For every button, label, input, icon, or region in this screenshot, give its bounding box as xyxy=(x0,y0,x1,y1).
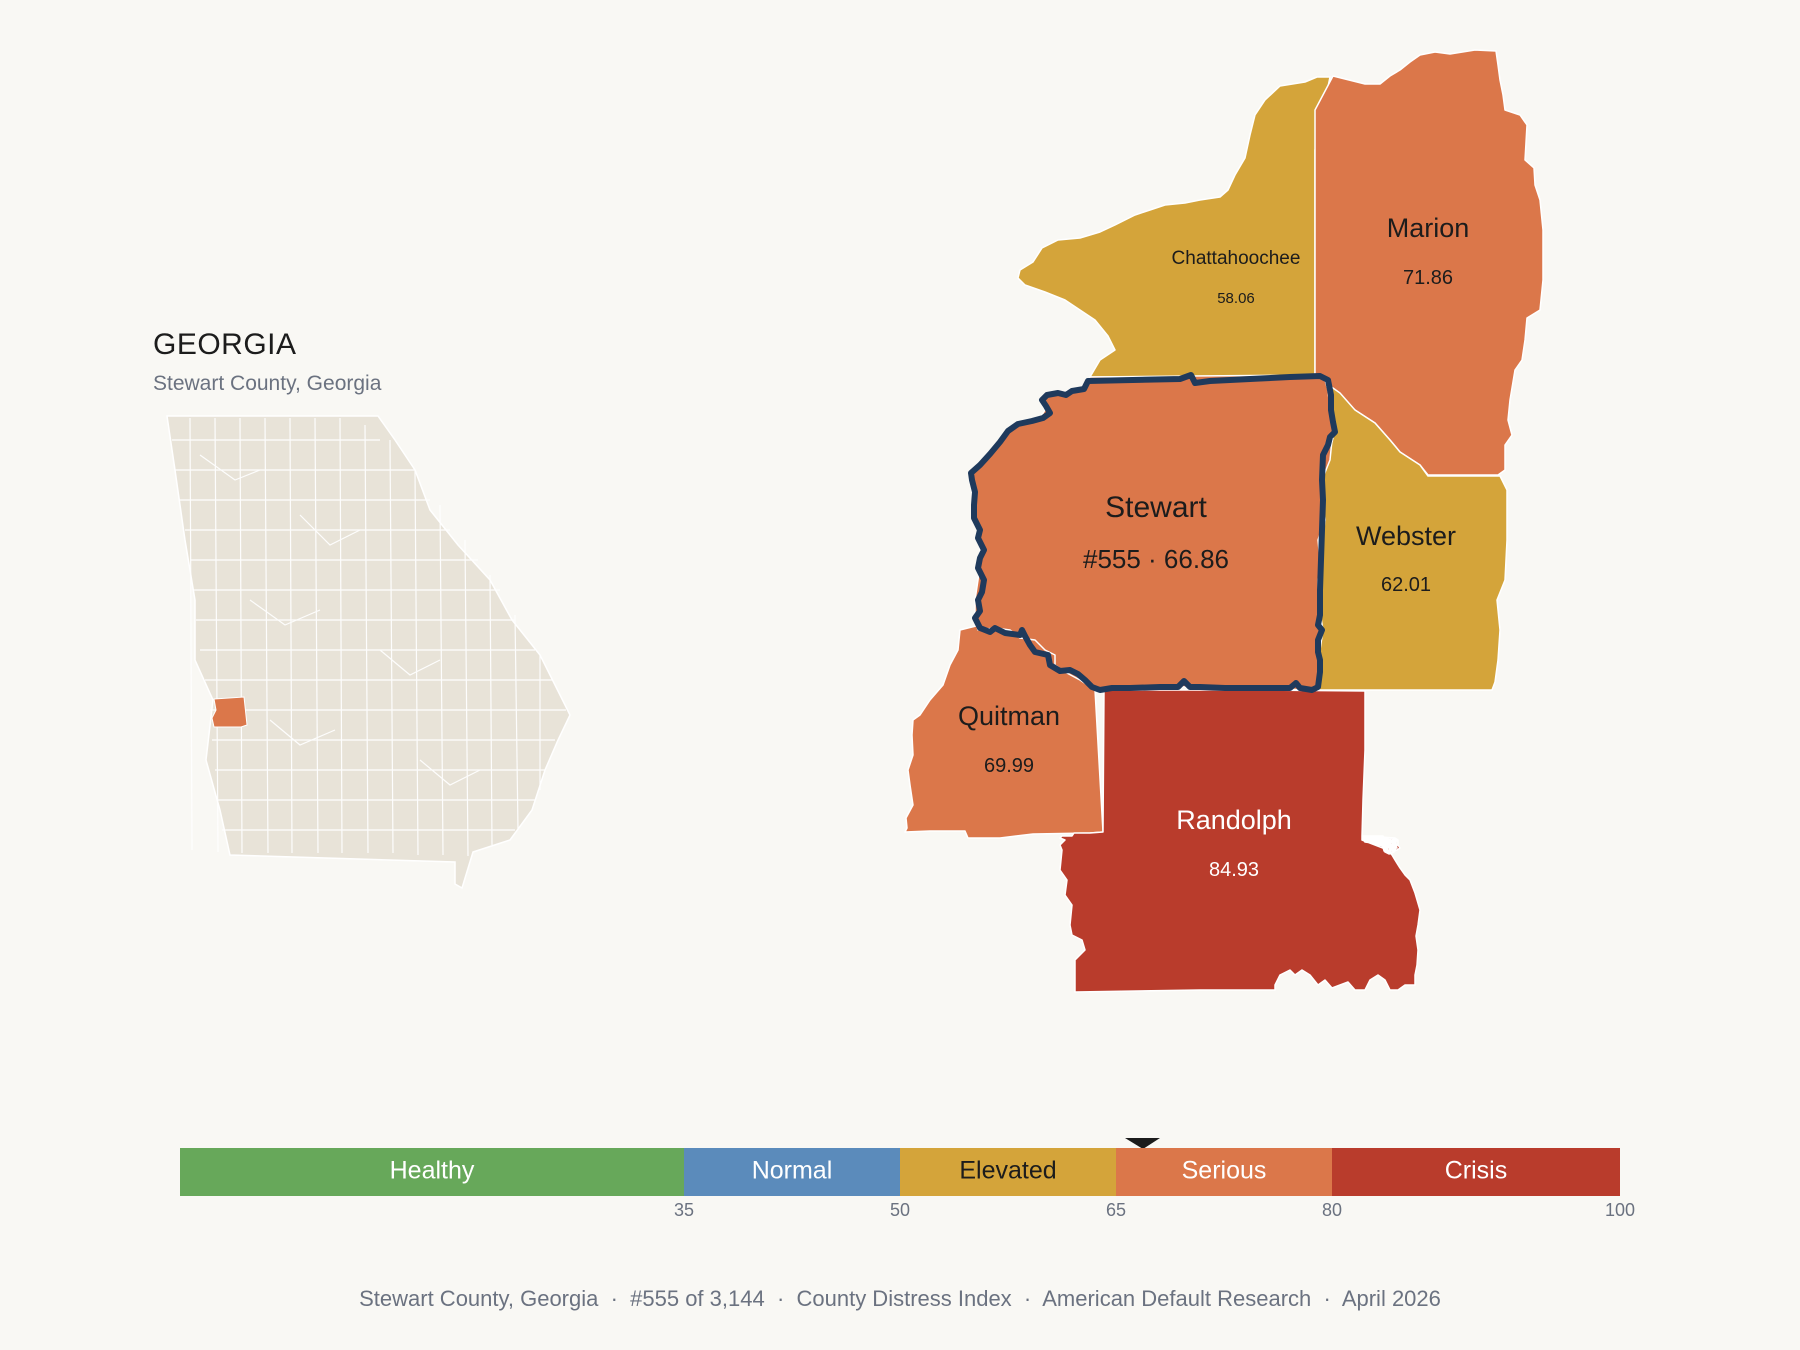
label-stewart-name: Stewart xyxy=(1105,491,1207,524)
legend-segment-healthy xyxy=(180,1148,684,1196)
inset-county-subtitle: Stewart County, Georgia xyxy=(153,372,382,395)
legend-segment-normal xyxy=(684,1148,900,1196)
legend-tick-50: 50 xyxy=(890,1200,910,1220)
legend-label-serious: Serious xyxy=(1182,1157,1267,1185)
legend-segment-serious xyxy=(1116,1148,1332,1196)
label-quitman-name: Quitman xyxy=(958,701,1060,731)
label-webster-name: Webster xyxy=(1356,521,1456,551)
legend-tick-100: 100 xyxy=(1605,1200,1635,1220)
footer-caption: Stewart County, Georgia · #555 of 3,144 … xyxy=(359,1286,1441,1311)
distress-legend: Healthy Normal Elevated Serious Crisis 3… xyxy=(180,1138,1635,1220)
legend-label-elevated: Elevated xyxy=(959,1157,1056,1185)
georgia-county-grid xyxy=(172,417,566,857)
label-marion-name: Marion xyxy=(1387,213,1470,243)
county-randolph xyxy=(1059,689,1421,993)
stewart-highlight-outline xyxy=(968,372,1338,693)
label-chattahoochee-name: Chattahoochee xyxy=(1172,248,1301,269)
county-labels: Chattahoochee 58.06 Marion 71.86 Stewart… xyxy=(958,213,1469,881)
legend-segment-crisis xyxy=(1332,1148,1620,1196)
legend-segment-elevated xyxy=(900,1148,1116,1196)
legend-label-crisis: Crisis xyxy=(1445,1157,1508,1185)
label-quitman-value: 69.99 xyxy=(984,755,1034,777)
label-chattahoochee-value: 58.06 xyxy=(1217,290,1255,307)
label-stewart-value: #555 · 66.86 xyxy=(1083,544,1229,574)
georgia-stewart-highlight xyxy=(211,696,248,728)
legend-label-healthy: Healthy xyxy=(390,1157,475,1185)
county-chattahoochee xyxy=(1017,76,1331,378)
legend-marker xyxy=(1125,1138,1160,1149)
county-quitman xyxy=(904,624,1106,839)
regional-county-map xyxy=(904,49,1544,993)
georgia-state-shape xyxy=(166,415,571,890)
legend-tick-80: 80 xyxy=(1322,1200,1342,1220)
legend-tick-35: 35 xyxy=(674,1200,694,1220)
legend-label-normal: Normal xyxy=(752,1157,833,1185)
label-marion-value: 71.86 xyxy=(1403,267,1453,289)
georgia-inset-map xyxy=(166,415,571,890)
legend-tick-65: 65 xyxy=(1106,1200,1126,1220)
inset-state-title: GEORGIA xyxy=(153,328,297,361)
label-webster-value: 62.01 xyxy=(1381,574,1431,596)
label-randolph-name: Randolph xyxy=(1176,805,1292,835)
label-randolph-value: 84.93 xyxy=(1209,859,1259,881)
